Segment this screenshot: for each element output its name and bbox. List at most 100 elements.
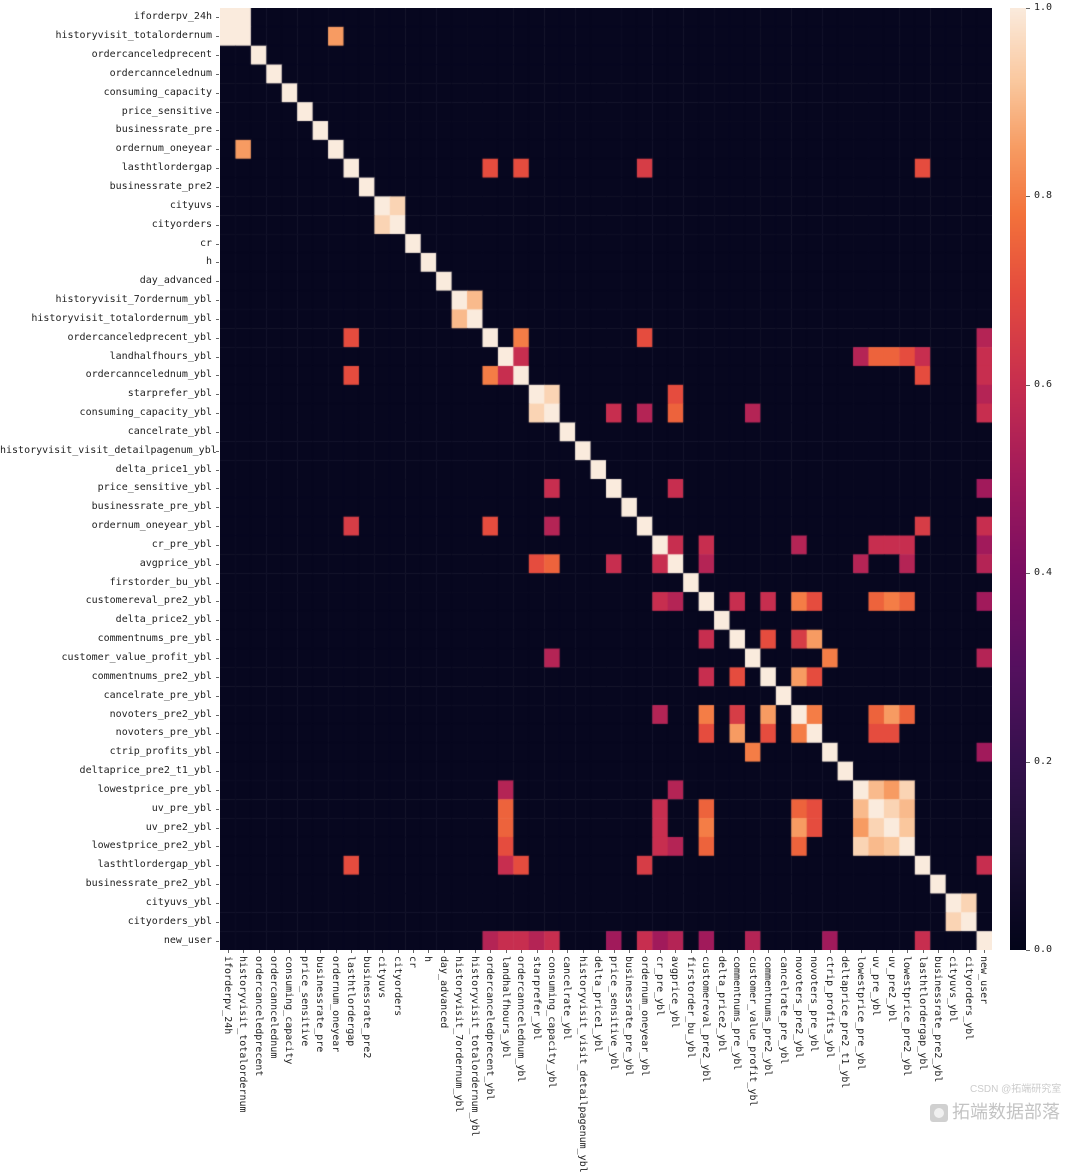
x-label: novoters_pre_ybl xyxy=(808,956,818,1052)
y-label: ordercanncelednum xyxy=(0,69,212,79)
x-label: cr xyxy=(407,956,417,968)
x-label: lasthtlordergap_ybl xyxy=(917,956,927,1070)
y-label: deltaprice_pre2_t1_ybl xyxy=(0,766,212,776)
x-label: customer_value_profit_ybl xyxy=(747,956,757,1107)
y-label: historyvisit_7ordernum_ybl xyxy=(0,295,212,305)
x-label: cityorders xyxy=(392,956,402,1016)
y-label: delta_price1_ybl xyxy=(0,465,212,475)
y-label: ordernum_oneyear xyxy=(0,144,212,154)
y-label: ctrip_profits_ybl xyxy=(0,747,212,757)
x-label: cancelrate_pre_ybl xyxy=(778,956,788,1064)
x-label: cr_pre_ybl xyxy=(654,956,664,1016)
y-label: businessrate_pre2 xyxy=(0,182,212,192)
x-label: starprefer_ybl xyxy=(531,956,541,1040)
y-label: new_user xyxy=(0,936,212,946)
watermark-large-text: 拓端数据部落 xyxy=(952,1102,1060,1122)
wechat-icon xyxy=(930,1104,948,1122)
colorbar-tick-label: 0.8 xyxy=(1034,191,1052,201)
y-label: commentnums_pre_ybl xyxy=(0,634,212,644)
x-label: customereval_pre2_ybl xyxy=(700,956,710,1082)
x-label: firstorder_bu_ybl xyxy=(685,956,695,1058)
y-label: businessrate_pre xyxy=(0,125,212,135)
colorbar xyxy=(1010,8,1026,950)
x-label: businessrate_pre2_ybl xyxy=(932,956,942,1082)
x-label: landhalfhours_ybl xyxy=(500,956,510,1058)
colorbar-tick-label: 0.0 xyxy=(1034,945,1052,955)
y-label: ordercanceledprecent xyxy=(0,50,212,60)
y-label: customereval_pre2_ybl xyxy=(0,596,212,606)
x-label: commentnums_pre2_ybl xyxy=(762,956,772,1076)
y-label: ordercanceledprecent_ybl xyxy=(0,333,212,343)
y-label: lasthtlordergap xyxy=(0,163,212,173)
y-label: ordernum_oneyear_ybl xyxy=(0,521,212,531)
y-label: cancelrate_ybl xyxy=(0,427,212,437)
y-label: cr_pre_ybl xyxy=(0,540,212,550)
x-label: lasthtlordergap xyxy=(345,956,355,1046)
y-label: businessrate_pre2_ybl xyxy=(0,879,212,889)
x-label: historyvisit_totalordernum_ybl xyxy=(469,956,479,1137)
y-label: iforderpv_24h xyxy=(0,12,212,22)
x-label: lowestprice_pre_ybl xyxy=(855,956,865,1070)
y-label: cityuvs xyxy=(0,201,212,211)
y-label: businessrate_pre_ybl xyxy=(0,502,212,512)
colorbar-tick-label: 1.0 xyxy=(1034,3,1052,13)
heatmap-canvas xyxy=(220,8,992,950)
x-label: price_sensitive xyxy=(299,956,309,1046)
y-label: lasthtlordergap_ybl xyxy=(0,860,212,870)
colorbar-tick-label: 0.6 xyxy=(1034,380,1052,390)
y-label: lowestprice_pre_ybl xyxy=(0,785,212,795)
y-label: uv_pre_ybl xyxy=(0,804,212,814)
x-label: businessrate_pre2 xyxy=(361,956,371,1058)
x-label: historyvisit_visit_detailpagenum_ybl xyxy=(577,956,587,1173)
x-label: businessrate_pre_ybl xyxy=(623,956,633,1076)
x-label: day_advanced xyxy=(438,956,448,1028)
x-label: historyvisit_totalordernum xyxy=(237,956,247,1113)
x-label: ordernum_oneyear xyxy=(330,956,340,1052)
colorbar-canvas xyxy=(1010,8,1026,950)
x-label: new_user xyxy=(978,956,988,1004)
y-label: cityuvs_ybl xyxy=(0,898,212,908)
x-label: ordercanncelednum_ybl xyxy=(515,956,525,1082)
watermark-small: CSDN @拓端研究室 xyxy=(970,1080,1061,1095)
y-label: cityorders_ybl xyxy=(0,917,212,927)
x-label: ctrip_profits_ybl xyxy=(824,956,834,1058)
x-label: cityuvs_ybl xyxy=(947,956,957,1022)
x-label: historyvisit_7ordernum_ybl xyxy=(453,956,463,1113)
x-label: commentnums_pre_ybl xyxy=(731,956,741,1070)
x-label: uv_pre_ybl xyxy=(870,956,880,1016)
y-label: cancelrate_pre_ybl xyxy=(0,691,212,701)
y-label: delta_price2_ybl xyxy=(0,615,212,625)
colorbar-tick-label: 0.4 xyxy=(1034,568,1052,578)
x-label: ordercanncelednum xyxy=(268,956,278,1058)
colorbar-tick-label: 0.2 xyxy=(1034,757,1052,767)
y-label: customer_value_profit_ybl xyxy=(0,653,212,663)
x-label: delta_price1_ybl xyxy=(592,956,602,1052)
y-label: consuming_capacity xyxy=(0,88,212,98)
x-label: h xyxy=(422,956,432,962)
y-label: historyvisit_totalordernum_ybl xyxy=(0,314,212,324)
y-label: firstorder_bu_ybl xyxy=(0,578,212,588)
x-label: avgprice_ybl xyxy=(669,956,679,1028)
y-label: h xyxy=(0,257,212,267)
x-label: cityuvs xyxy=(376,956,386,998)
y-label: day_advanced xyxy=(0,276,212,286)
x-label: consuming_capacity xyxy=(283,956,293,1064)
x-label: novoters_pre2_ybl xyxy=(793,956,803,1058)
watermark-large: 拓端数据部落 xyxy=(930,1098,1060,1124)
x-label: iforderpv_24h xyxy=(222,956,232,1034)
y-label: landhalfhours_ybl xyxy=(0,352,212,362)
x-label: businessrate_pre xyxy=(314,956,324,1052)
x-label: delta_price2_ybl xyxy=(716,956,726,1052)
x-label: cancelrate_ybl xyxy=(561,956,571,1040)
y-label: ordercanncelednum_ybl xyxy=(0,370,212,380)
y-label: price_sensitive_ybl xyxy=(0,483,212,493)
y-label: starprefer_ybl xyxy=(0,389,212,399)
x-label: uv_pre2_ybl xyxy=(886,956,896,1022)
x-label: ordercanceledprecent xyxy=(253,956,263,1076)
y-label: cr xyxy=(0,239,212,249)
x-label: cityorders_ybl xyxy=(963,956,973,1040)
y-label: uv_pre2_ybl xyxy=(0,823,212,833)
y-label: novoters_pre2_ybl xyxy=(0,710,212,720)
x-label: price_sensitive_ybl xyxy=(608,956,618,1070)
y-label: commentnums_pre2_ybl xyxy=(0,672,212,682)
